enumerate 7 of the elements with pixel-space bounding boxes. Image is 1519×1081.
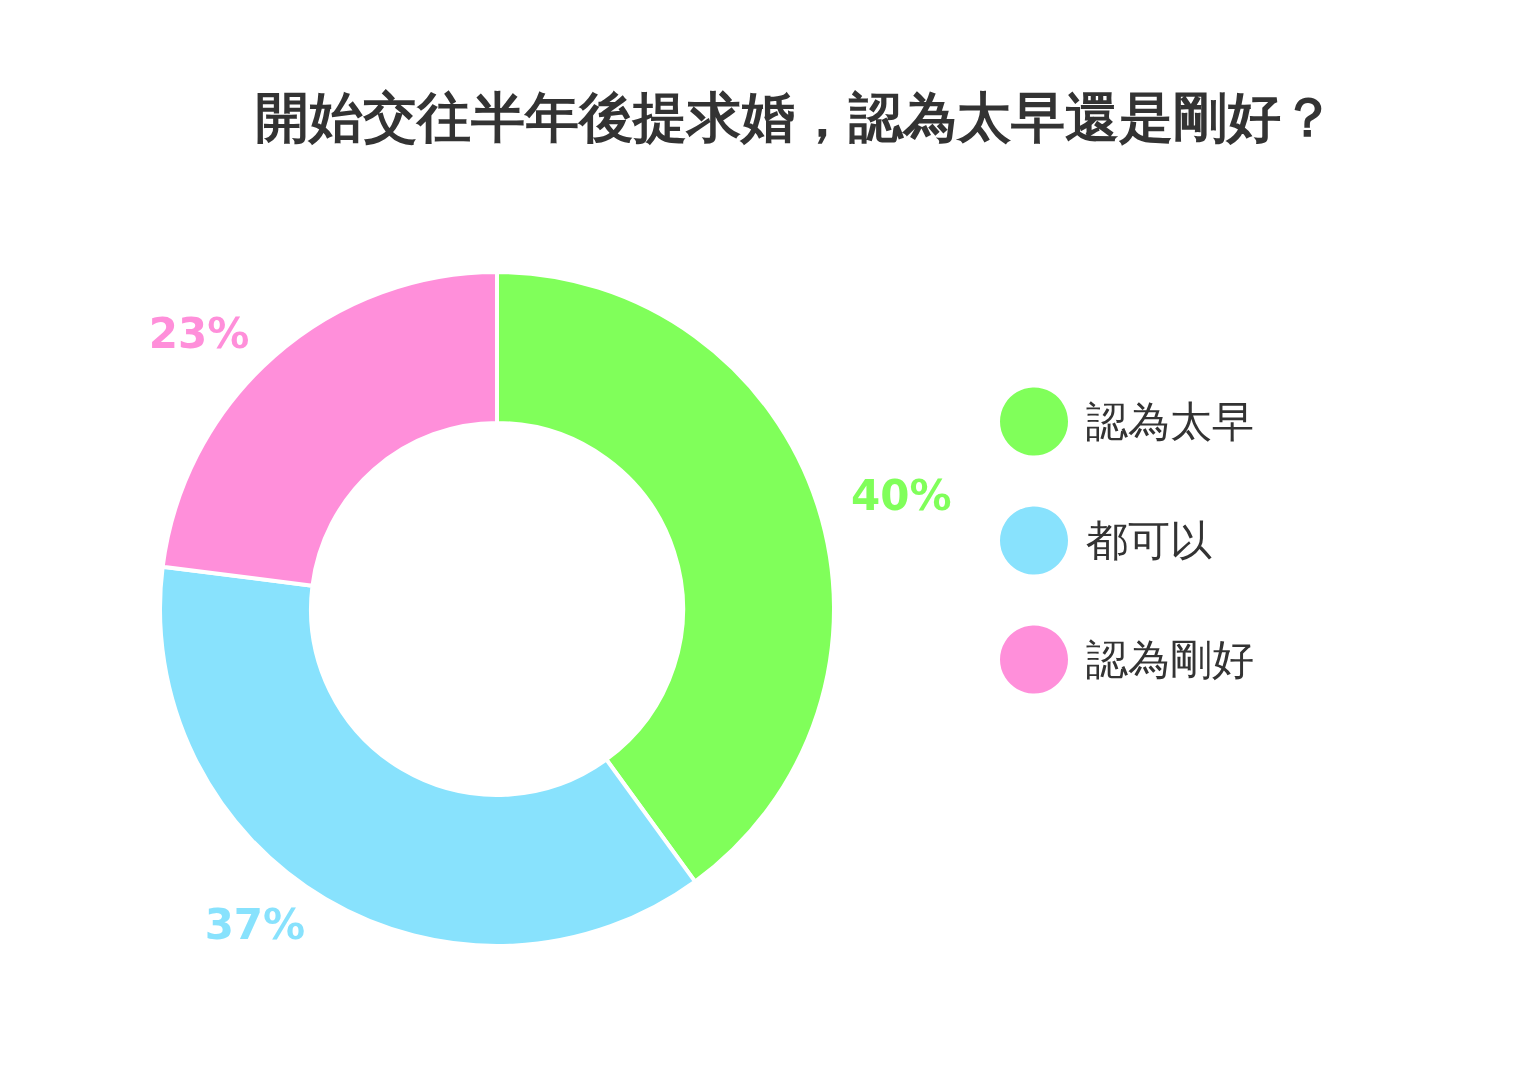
data-label: 40% [851,471,952,521]
chart-title: 開始交往半年後提求婚，認為太早還是剛好？ [255,85,1335,149]
legend-label: 認為太早 [1086,397,1254,446]
data-label: 37% [204,900,306,950]
data-label: 23% [148,309,250,359]
legend-label: 都可以 [1086,516,1212,565]
legend-label: 認為剛好 [1086,635,1254,684]
